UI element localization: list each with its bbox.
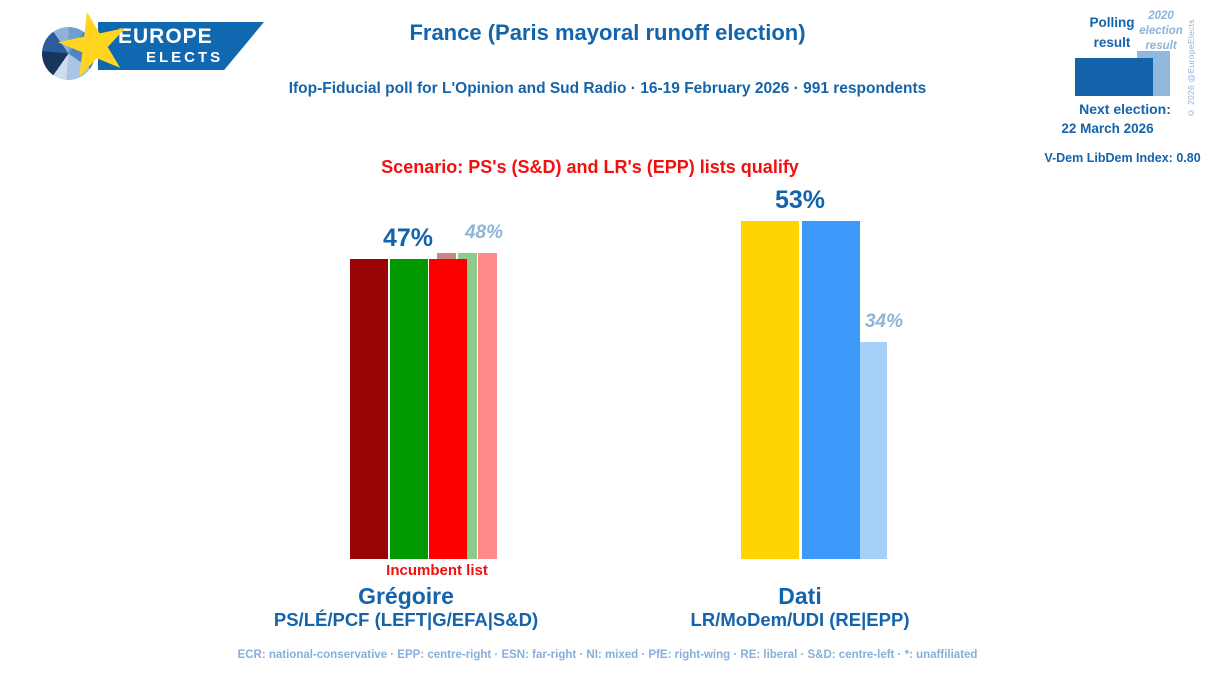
bar-polling-0-1 [389, 259, 428, 559]
legend-2020-result-label: 2020 election result [1139, 10, 1183, 52]
polling-value-gregoire: 47% [382, 224, 434, 253]
legend-polling-label: Polling result [1089, 15, 1135, 50]
bar-2020-result-1-0 [860, 342, 887, 559]
logo-text-europe: EUROPE [118, 25, 213, 48]
page-title: France (Paris mayoral runoff election) [409, 20, 806, 45]
poll-subtitle: Ifop-Fiducial poll for L'Opinion and Sud… [288, 80, 927, 97]
logo-text-elects: ELECTS [146, 49, 224, 66]
party-list-gregoire: PS/LÉ/PCF (LEFT|G/EFA|S&D) [273, 609, 539, 630]
incumbent-list-note: Incumbent list [386, 562, 488, 579]
bar-2020-result-0-2 [478, 252, 497, 559]
bar-polling-0-0 [350, 259, 388, 559]
group-abbreviations-footnote: ECR: national-conservative · EPP: centre… [237, 649, 978, 661]
bar-polling-1-0 [741, 220, 799, 559]
legend-polling-swatch [1075, 58, 1153, 96]
next-election-date: 22 March 2026 [1061, 121, 1154, 136]
result-2020-value-dati: 34% [864, 311, 904, 333]
polling-value-dati: 53% [774, 185, 826, 214]
bar-polling-1-1 [802, 220, 860, 559]
vdem-index-label: V-Dem LibDem Index: 0.80 [1044, 151, 1201, 165]
scenario-label: Scenario: PS's (S&D) and LR's (EPP) list… [381, 157, 799, 177]
candidate-name-gregoire: Grégoire [358, 583, 454, 609]
next-election-label: Next election: [1079, 101, 1171, 117]
result-2020-value-gregoire: 48% [464, 221, 504, 243]
bar-polling-0-2 [429, 259, 467, 559]
candidate-name-dati: Dati [778, 583, 822, 609]
party-list-dati: LR/MoDem/UDI (RE|EPP) [690, 609, 910, 630]
